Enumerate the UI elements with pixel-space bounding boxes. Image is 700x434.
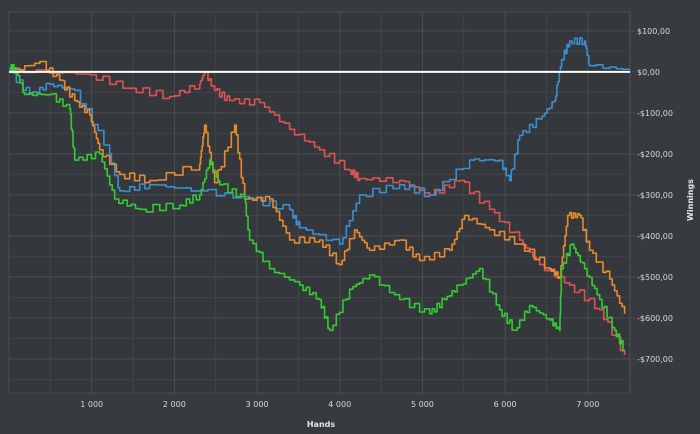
series-line-4 — [9, 63, 626, 352]
series-line-3 — [9, 60, 626, 314]
x-tick-label: 6 000 — [494, 400, 517, 409]
y-tick-label: -$700,00 — [637, 355, 673, 364]
y-tick-label: -$300,00 — [637, 191, 673, 200]
y-tick-label: $100,00 — [637, 27, 670, 36]
y-tick-label: -$500,00 — [637, 273, 673, 282]
plot-area — [8, 11, 631, 394]
series-group — [9, 37, 631, 355]
x-tick-label: 3 000 — [246, 400, 269, 409]
y-axis-title: Winnings — [686, 179, 695, 221]
x-axis-title: Hands — [307, 420, 336, 429]
y-tick-label: $0,00 — [637, 68, 660, 77]
y-tick-label: -$100,00 — [637, 109, 673, 118]
y-tick-label: -$400,00 — [637, 232, 673, 241]
y-tick-label: -$200,00 — [637, 150, 673, 159]
grid — [8, 11, 635, 394]
x-tick-label: 1 000 — [80, 400, 103, 409]
y-tick-label: -$600,00 — [637, 314, 673, 323]
x-tick-label: 5 000 — [411, 400, 434, 409]
x-tick-label: 7 000 — [576, 400, 599, 409]
x-axis-ticks: 1 000 2 000 3 000 4 000 5 000 6 000 7 000 — [80, 400, 599, 409]
series-line-2 — [9, 37, 631, 245]
y-axis-ticks: $100,00 $0,00 -$100,00 -$200,00 -$300,00 -$40… — [637, 27, 673, 364]
x-tick-label: 2 000 — [163, 400, 186, 409]
x-tick-label: 4 000 — [328, 400, 351, 409]
